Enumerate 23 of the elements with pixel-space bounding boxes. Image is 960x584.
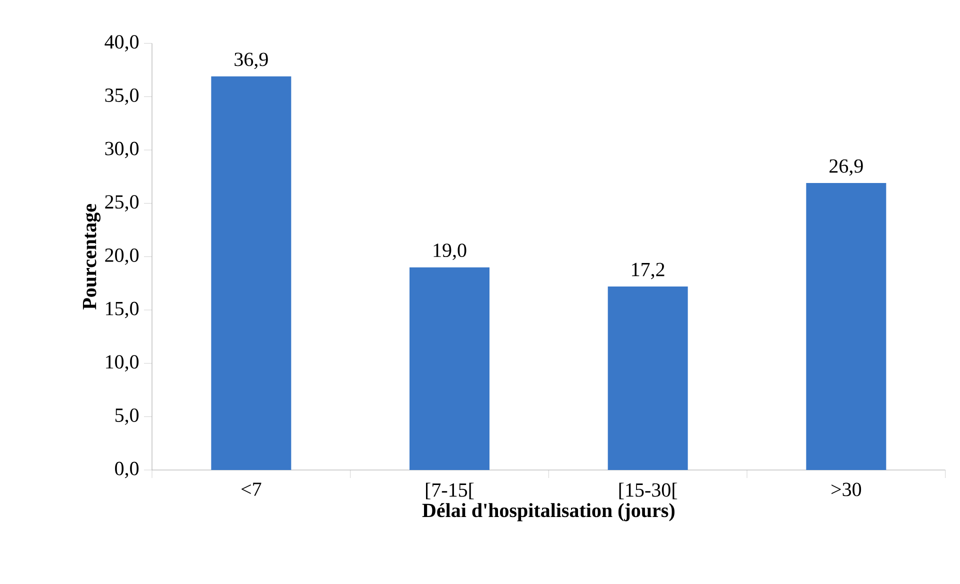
y-axis-title: Pourcentage xyxy=(82,204,100,310)
x-axis-title: Délai d'hospitalisation (jours) xyxy=(422,503,674,522)
x-tick-label: >30 xyxy=(832,482,862,496)
x-tick-label: <7 xyxy=(242,482,262,496)
y-tick-label: 10,0 xyxy=(106,355,139,372)
y-tick-label: 30,0 xyxy=(105,142,139,158)
y-tick-label: 35,0 xyxy=(105,88,139,105)
y-tick-label: 0,0 xyxy=(115,462,139,478)
data-label: 19,0 xyxy=(434,244,466,260)
data-label: 26,9 xyxy=(830,159,863,176)
bar xyxy=(410,267,490,470)
x-tick-label: [15-30[ xyxy=(619,482,678,500)
y-tick-label: 20,0 xyxy=(105,248,139,265)
y-tick-label: 25,0 xyxy=(105,195,139,212)
y-tick-label: 5,0 xyxy=(115,408,139,425)
data-label: 17,2 xyxy=(632,262,664,280)
bar xyxy=(608,286,688,470)
data-label: 36,9 xyxy=(234,52,268,70)
x-tick-label: [7-15[ xyxy=(426,482,474,500)
bar xyxy=(806,183,886,470)
bar xyxy=(211,76,292,470)
y-tick-label: 40,0 xyxy=(104,35,139,52)
y-tick-label: 15,0 xyxy=(106,302,139,318)
